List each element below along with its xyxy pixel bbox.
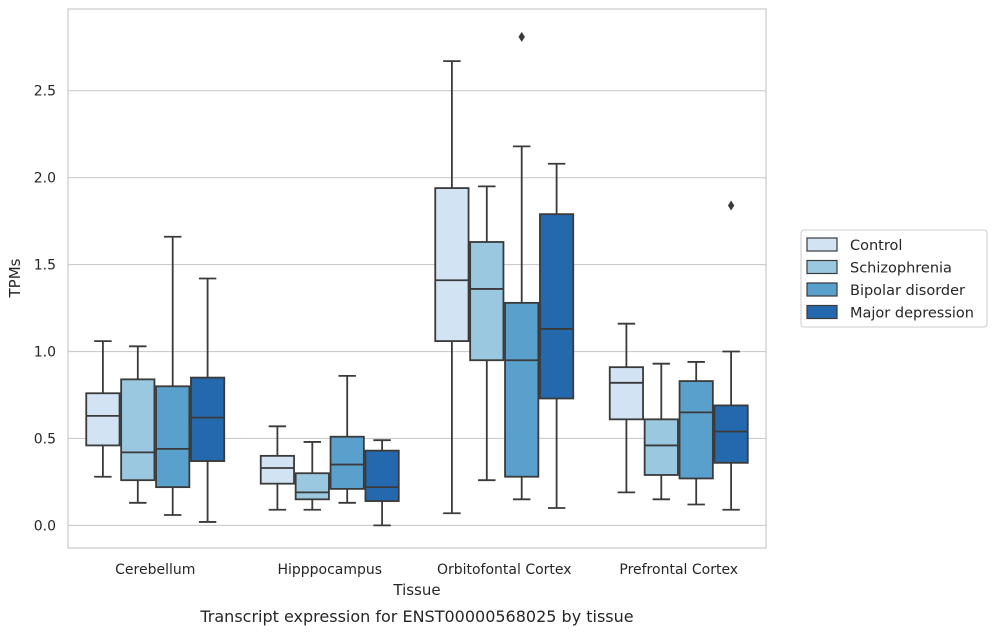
box-3-3 <box>713 200 749 511</box>
y-axis-label: TPMs <box>6 258 24 298</box>
x-tick-label: Orbitofontal Cortex <box>437 562 572 578</box>
box-2-2 <box>504 31 540 501</box>
box-iqr <box>155 385 191 489</box>
y-tick-label: 2.5 <box>34 84 56 100</box>
legend-swatch <box>806 304 838 320</box>
y-tick-label: 0.5 <box>34 431 56 447</box>
box-0-2 <box>155 235 191 516</box>
box-0-3 <box>190 277 226 523</box>
box-3-1 <box>643 362 679 501</box>
legend: Control Schizophrenia Bipolar disorder Majo… <box>800 229 988 328</box>
box-iqr <box>120 378 156 482</box>
box-1-0 <box>259 425 295 511</box>
x-axis-label: Tissue <box>392 581 440 599</box>
y-tick-label: 0.0 <box>34 518 56 534</box>
y-tick-label: 2.0 <box>34 171 56 187</box>
outlier-point <box>727 200 735 211</box>
box-iqr <box>259 454 295 485</box>
x-tick-labels: Cerebellum Hipppocampus Orbitofontal Corte… <box>115 562 738 578</box>
box-2-1 <box>469 185 505 482</box>
box-iqr <box>713 404 749 464</box>
box-0-1 <box>120 345 156 504</box>
x-tick-label: Prefrontal Cortex <box>619 562 738 578</box>
legend-label: Schizophrenia <box>850 261 952 277</box>
y-tick-label: 1.0 <box>34 345 56 361</box>
outlier-point <box>518 31 525 42</box>
box-iqr <box>643 418 679 476</box>
chart-caption: Transcript expression for ENST0000056802… <box>199 607 633 626</box>
box-iqr <box>329 435 365 490</box>
box-1-2 <box>329 374 365 504</box>
x-tick-label: Cerebellum <box>115 562 195 578</box>
box-iqr <box>190 376 226 462</box>
box-iqr <box>608 366 644 421</box>
box-3-0 <box>608 322 644 494</box>
box-1-3 <box>364 439 400 527</box>
legend-swatch <box>806 237 838 252</box>
box-iqr <box>504 301 540 478</box>
box-iqr <box>85 392 121 447</box>
box-1-1 <box>294 441 330 511</box>
legend-label: Major depression <box>850 306 974 322</box>
plot-frame <box>67 8 767 549</box>
box-iqr <box>294 472 330 501</box>
box-iqr <box>678 380 714 480</box>
box-plot-boxes <box>85 31 749 527</box>
y-tick-labels: 0.0 0.5 1.0 1.5 2.0 2.5 <box>34 84 56 535</box>
box-iqr <box>539 213 575 400</box>
box-3-2 <box>678 361 714 506</box>
legend-label: Control <box>850 238 902 254</box>
box-0-0 <box>85 340 121 478</box>
box-2-3 <box>539 162 575 509</box>
legend-swatch <box>806 259 838 275</box>
y-tick-label: 1.5 <box>34 258 56 274</box>
legend-swatch <box>806 282 838 297</box>
legend-frame <box>800 229 988 328</box>
box-iqr <box>434 187 470 342</box>
box-2-0 <box>434 60 470 515</box>
legend-label: Bipolar disorder <box>850 283 965 299</box>
x-tick-label: Hipppocampus <box>277 562 382 578</box>
box-iqr <box>469 241 505 362</box>
box-iqr <box>364 449 400 502</box>
